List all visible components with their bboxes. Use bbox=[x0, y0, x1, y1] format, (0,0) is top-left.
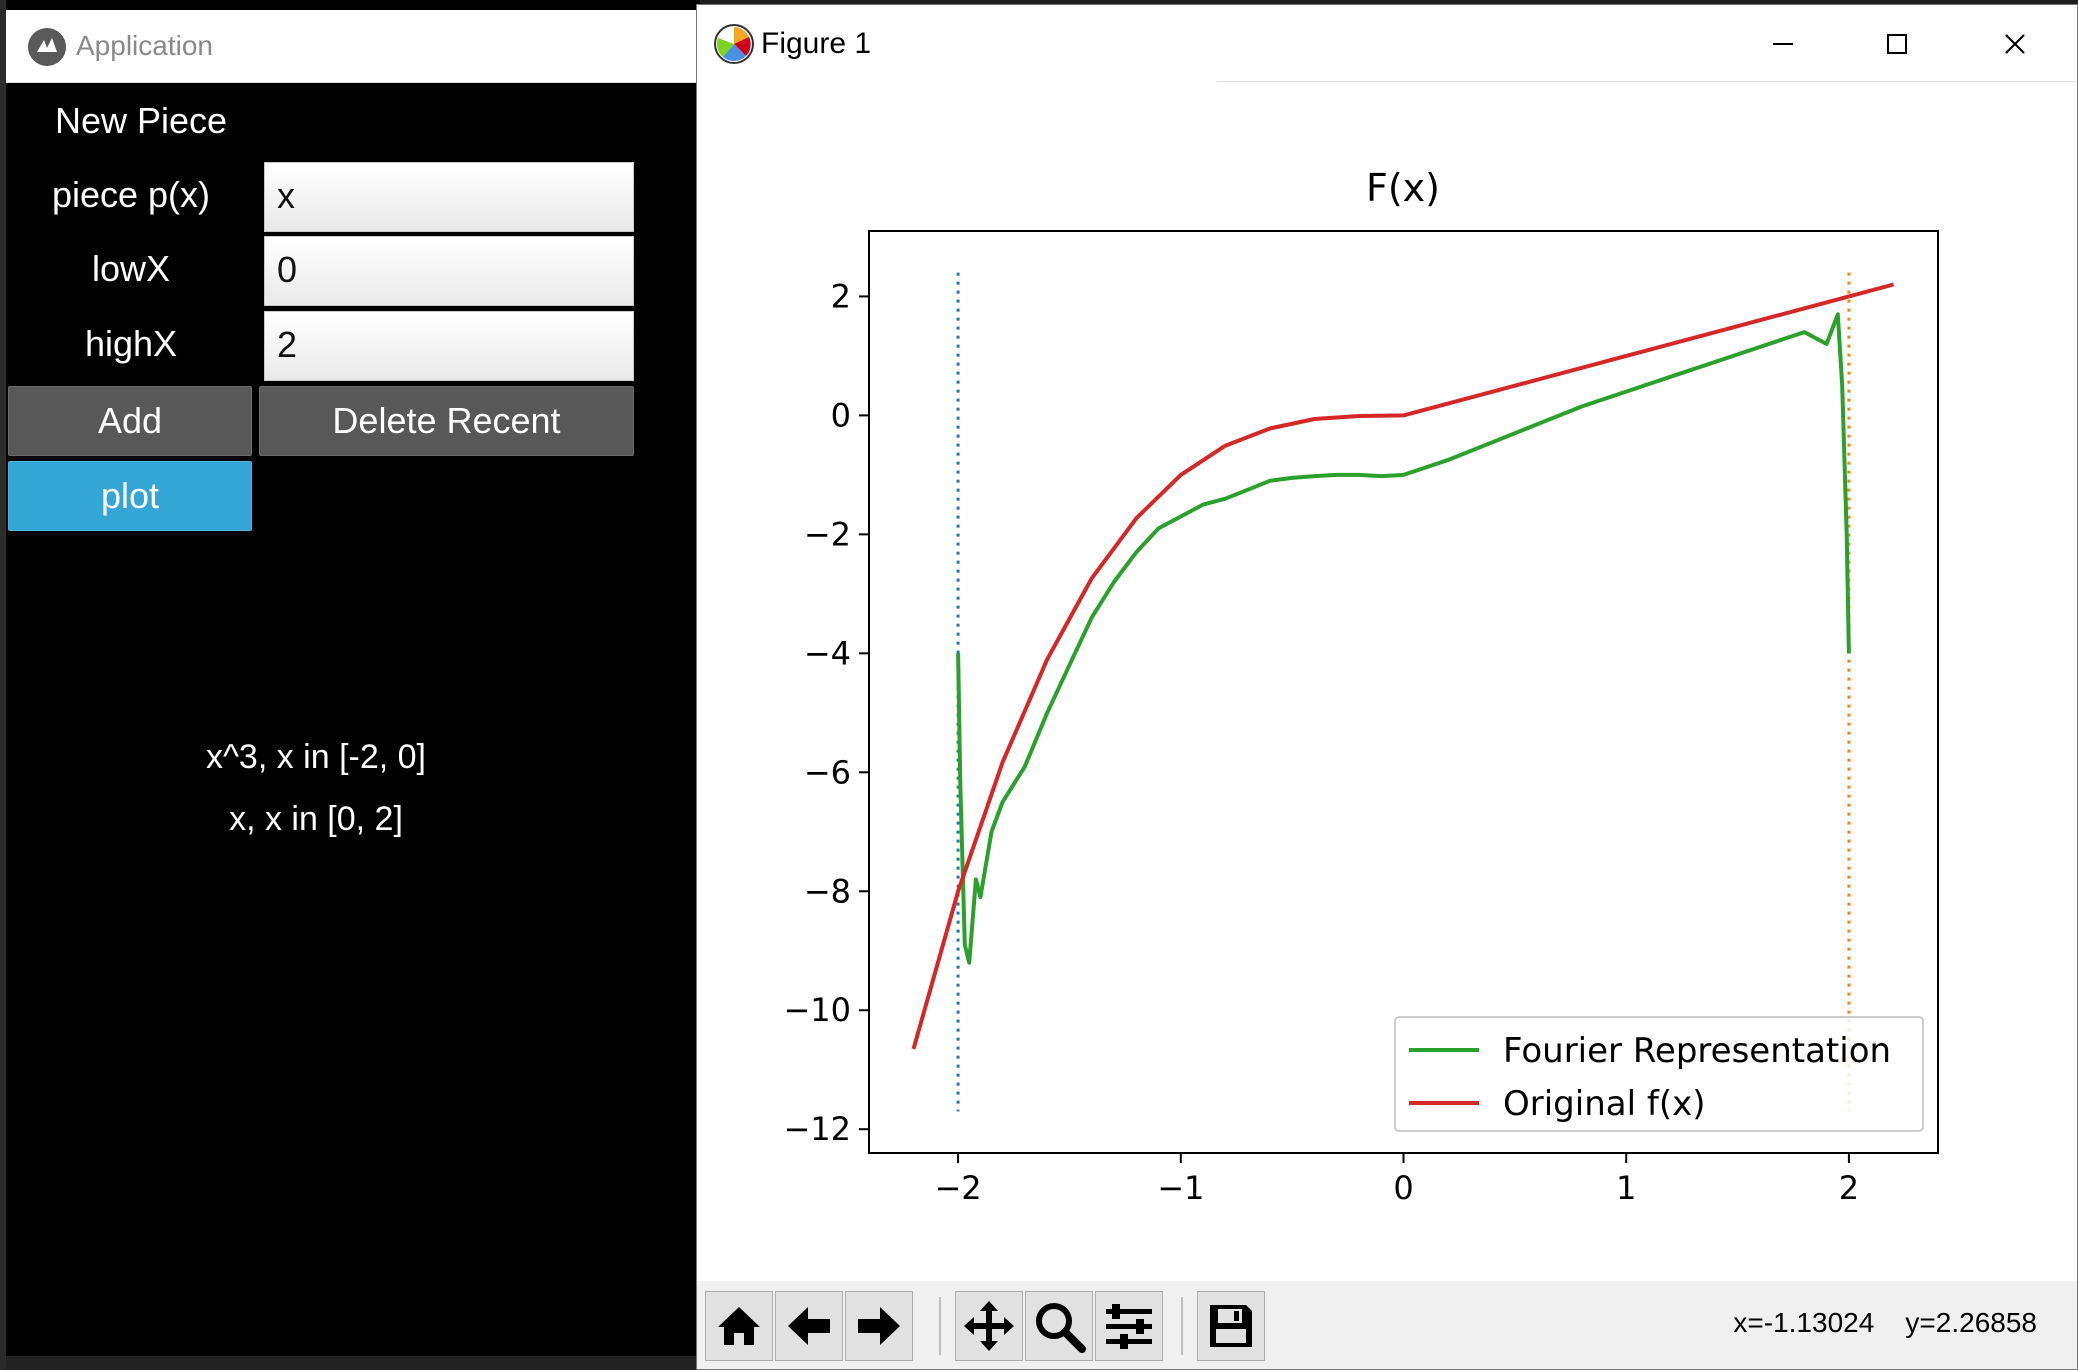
highx-input[interactable]: 2 bbox=[264, 311, 634, 381]
y-tick-label: −6 bbox=[804, 753, 851, 791]
series-line-0 bbox=[956, 312, 1851, 965]
x-tick-label: 1 bbox=[1616, 1169, 1636, 1207]
lowx-label: lowX bbox=[91, 248, 171, 289]
minimize-icon bbox=[1773, 43, 1793, 45]
figure-window: Figure 1 F(x) −2 −1 0 1 2 2 0 −2 −4 −6 −8 −10 −12 Fo… bbox=[696, 4, 2078, 1370]
close-icon bbox=[2005, 34, 2025, 54]
maximize-button[interactable] bbox=[1867, 19, 1927, 69]
app-titlebar: Application bbox=[6, 10, 700, 83]
piece-list-item: x, x in [0, 2] bbox=[229, 800, 403, 838]
y-tick-label: −12 bbox=[783, 1110, 851, 1148]
close-button[interactable] bbox=[1985, 19, 2045, 69]
series-line-1 bbox=[911, 282, 1895, 1050]
pan-button[interactable] bbox=[955, 1291, 1023, 1361]
matplotlib-logo-icon bbox=[713, 23, 755, 65]
cursor-y-readout: y=2.26858 bbox=[1905, 1307, 2037, 1338]
zoom-icon bbox=[1036, 1303, 1086, 1353]
y-tick-label: 0 bbox=[831, 396, 851, 434]
legend: Fourier Representation Original f(x) bbox=[1394, 1016, 1924, 1132]
figure-titlebar: Figure 1 bbox=[697, 5, 2077, 85]
piece-label: piece p(x) bbox=[51, 174, 211, 215]
x-tick-label: −2 bbox=[934, 1169, 981, 1207]
chart-svg[interactable]: F(x) −2 −1 0 1 220−2−4−6−8−10−12 Fourier Rep… bbox=[697, 85, 2077, 1275]
plot-canvas[interactable]: F(x) −2 −1 0 1 2 2 0 −2 −4 −6 −8 −10 −12 Fourier Rep… bbox=[697, 85, 2077, 1285]
y-tick-label: −2 bbox=[804, 515, 851, 553]
navigation-toolbar: x=-1.13024 y=2.26858 bbox=[697, 1281, 2077, 1369]
configure-subplots-icon bbox=[1106, 1304, 1152, 1349]
zoom-button[interactable] bbox=[1025, 1291, 1093, 1361]
save-icon bbox=[1210, 1305, 1252, 1347]
pan-icon bbox=[964, 1301, 1014, 1351]
cursor-coordinates: x=-1.13024 y=2.26858 bbox=[1733, 1307, 2037, 1339]
forward-arrow-icon bbox=[858, 1307, 900, 1345]
titlebar-divider bbox=[1217, 81, 2077, 82]
lowx-input[interactable]: 0 bbox=[264, 236, 634, 306]
toolbar-separator bbox=[939, 1297, 941, 1355]
x-tick-label: 2 bbox=[1839, 1169, 1859, 1207]
y-tick-label: −10 bbox=[783, 991, 851, 1029]
cursor-x-readout: x=-1.13024 bbox=[1733, 1307, 1875, 1338]
kivy-logo-icon bbox=[28, 28, 66, 66]
chart-title: F(x) bbox=[1366, 166, 1440, 210]
background-editor-strip bbox=[6, 1356, 706, 1370]
piece-input[interactable]: x bbox=[264, 162, 634, 232]
save-button[interactable] bbox=[1197, 1291, 1265, 1361]
toolbar-separator bbox=[1181, 1297, 1183, 1355]
app-title: Application bbox=[76, 30, 213, 61]
piece-list-item: x^3, x in [-2, 0] bbox=[205, 738, 427, 776]
legend-label-fourier: Fourier Representation bbox=[1503, 1031, 1891, 1071]
home-button[interactable] bbox=[705, 1291, 773, 1361]
home-icon bbox=[718, 1307, 760, 1345]
figure-title: Figure 1 bbox=[761, 27, 872, 60]
y-tick-label: −4 bbox=[804, 634, 851, 672]
back-button[interactable] bbox=[775, 1291, 843, 1361]
application-window: Application New Piece piece p(x) x lowX … bbox=[0, 0, 706, 1370]
maximize-icon bbox=[1887, 34, 1907, 54]
x-tick-label: −1 bbox=[1157, 1169, 1204, 1207]
add-button[interactable]: Add bbox=[8, 386, 252, 456]
new-piece-heading: New Piece bbox=[54, 100, 228, 141]
forward-button[interactable] bbox=[845, 1291, 913, 1361]
minimize-button[interactable] bbox=[1753, 19, 1813, 69]
configure-subplots-button[interactable] bbox=[1095, 1291, 1163, 1361]
plot-button[interactable]: plot bbox=[8, 461, 252, 531]
axes-frame bbox=[868, 230, 1939, 1154]
back-arrow-icon bbox=[788, 1307, 830, 1345]
x-tick-label: 0 bbox=[1393, 1169, 1413, 1207]
delete-recent-button[interactable]: Delete Recent bbox=[259, 386, 634, 456]
y-tick-label: 2 bbox=[831, 277, 851, 315]
legend-label-original: Original f(x) bbox=[1503, 1084, 1705, 1124]
y-tick-label: −8 bbox=[804, 872, 851, 910]
highx-label: highX bbox=[84, 323, 178, 364]
